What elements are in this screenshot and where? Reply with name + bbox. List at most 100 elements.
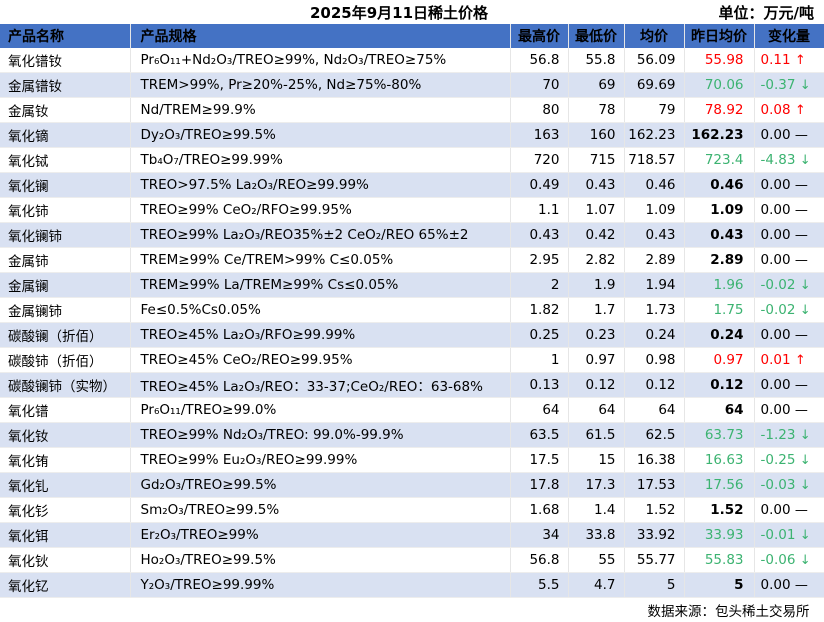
header-row: 产品名称 产品规格 最高价 最低价 均价 昨日均价 变化量 [0,24,824,48]
high-price-cell: 1 [510,348,568,373]
yesterday-avg-cell: 17.56 [684,473,754,498]
avg-price-cell: 0.24 [624,323,684,348]
yesterday-avg-cell: 64 [684,398,754,423]
low-price-cell: 33.8 [568,523,624,548]
change-value: 0.00 [761,402,791,418]
product-name-cell: 氧化镧铈 [0,223,130,248]
change-value: -0.03 [761,477,796,493]
dash-icon: — [795,203,808,218]
high-price-cell: 56.8 [510,548,568,573]
dash-icon: — [795,178,808,193]
low-price-cell: 1.07 [568,198,624,223]
avg-price-cell: 0.98 [624,348,684,373]
product-name-cell: 碳酸镧（折佰） [0,323,130,348]
yesterday-avg-cell: 0.46 [684,173,754,198]
change-value: -0.06 [761,552,796,568]
product-name-cell: 金属镨钕 [0,73,130,98]
change-value: 0.08 [761,102,791,118]
avg-price-cell: 64 [624,398,684,423]
change-cell: 0.00 — [754,573,824,598]
arrow-up-icon: ↑ [795,103,806,118]
high-price-cell: 1.1 [510,198,568,223]
low-price-cell: 715 [568,148,624,173]
product-spec-cell: TREM≥99% Ce/TREM>99% C≤0.05% [130,248,510,273]
dash-icon: — [795,228,808,243]
product-spec-cell: TREO≥99% La₂O₃/REO35%±2 CeO₂/REO 65%±2 [130,223,510,248]
avg-price-cell: 69.69 [624,73,684,98]
avg-price-cell: 1.52 [624,498,684,523]
low-price-cell: 55 [568,548,624,573]
product-spec-cell: Pr₆O₁₁+Nd₂O₃/TREO≥99%, Nd₂O₃/TREO≥75% [130,48,510,73]
price-sheet: 2025年9月11日稀土价格 单位：万元/吨 产品名称 产品规格 最高价 最低价… [0,0,824,602]
change-value: -0.02 [761,277,796,293]
dash-icon: — [795,578,808,593]
arrow-down-icon: ↓ [800,528,811,543]
change-cell: 0.01 ↑ [754,348,824,373]
high-price-cell: 5.5 [510,573,568,598]
change-value: 0.00 [761,227,791,243]
header-product-spec: 产品规格 [130,24,510,48]
product-spec-cell: Dy₂O₃/TREO≥99.5% [130,123,510,148]
product-spec-cell: TREO≥45% La₂O₃/RFO≥99.99% [130,323,510,348]
arrow-down-icon: ↓ [800,78,811,93]
change-value: -0.02 [761,302,796,318]
high-price-cell: 64 [510,398,568,423]
product-spec-cell: TREO>97.5% La₂O₃/REO≥99.99% [130,173,510,198]
product-name-cell: 氧化钇 [0,573,130,598]
arrow-up-icon: ↑ [795,53,806,68]
change-cell: -0.06 ↓ [754,548,824,573]
product-spec-cell: Nd/TREM≥99.9% [130,98,510,123]
change-cell: 0.00 — [754,248,824,273]
unit-label: 单位：万元/吨 [719,2,814,23]
change-cell: 0.00 — [754,198,824,223]
low-price-cell: 15 [568,448,624,473]
high-price-cell: 2 [510,273,568,298]
arrow-down-icon: ↓ [800,153,811,168]
yesterday-avg-cell: 78.92 [684,98,754,123]
low-price-cell: 78 [568,98,624,123]
change-value: -0.37 [761,77,796,93]
yesterday-avg-cell: 2.89 [684,248,754,273]
product-spec-cell: Tb₄O₇/TREO≥99.99% [130,148,510,173]
change-value: 0.01 [761,352,791,368]
dash-icon: — [795,128,808,143]
avg-price-cell: 5 [624,573,684,598]
yesterday-avg-cell: 0.97 [684,348,754,373]
change-value: 0.11 [761,52,791,68]
change-cell: 0.00 — [754,398,824,423]
change-cell: 0.08 ↑ [754,98,824,123]
avg-price-cell: 1.09 [624,198,684,223]
avg-price-cell: 56.09 [624,48,684,73]
yesterday-avg-cell: 0.43 [684,223,754,248]
product-spec-cell: TREO≥99% CeO₂/RFO≥99.95% [130,198,510,223]
change-value: 0.00 [761,377,791,393]
yesterday-avg-cell: 723.4 [684,148,754,173]
product-name-cell: 碳酸铈（折佰） [0,348,130,373]
change-cell: 0.00 — [754,223,824,248]
change-cell: -1.23 ↓ [754,423,824,448]
product-spec-cell: Pr₆O₁₁/TREO≥99.0% [130,398,510,423]
dash-icon: — [795,403,808,418]
product-name-cell: 氧化镝 [0,123,130,148]
yesterday-avg-cell: 162.23 [684,123,754,148]
high-price-cell: 34 [510,523,568,548]
avg-price-cell: 162.23 [624,123,684,148]
change-cell: -0.02 ↓ [754,298,824,323]
low-price-cell: 1.4 [568,498,624,523]
change-cell: -0.25 ↓ [754,448,824,473]
change-cell: -0.02 ↓ [754,273,824,298]
product-spec-cell: Ho₂O₃/TREO≥99.5% [130,548,510,573]
avg-price-cell: 1.94 [624,273,684,298]
change-cell: 0.00 — [754,373,824,398]
avg-price-cell: 55.77 [624,548,684,573]
arrow-down-icon: ↓ [800,453,811,468]
product-spec-cell: Fe≤0.5%Cs0.05% [130,298,510,323]
